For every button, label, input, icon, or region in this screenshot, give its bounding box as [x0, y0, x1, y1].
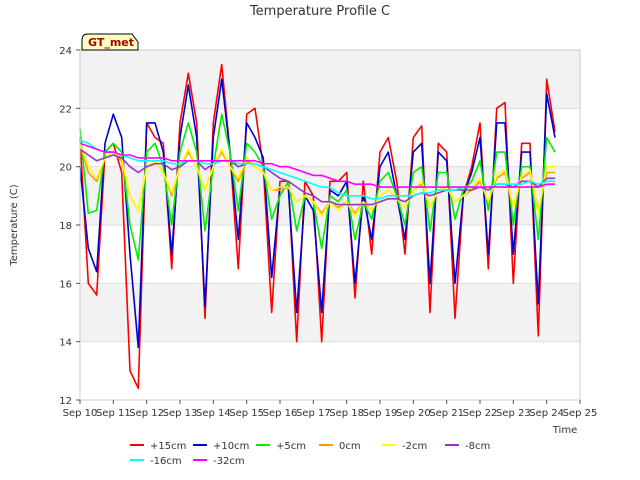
x-tick-label: Sep 25 — [563, 408, 598, 419]
y-axis-ticks: 12 14 16 18 20 22 24 — [59, 46, 80, 407]
plot-band — [80, 341, 580, 400]
series-line — [79, 143, 555, 217]
x-tick-label: Sep 15 — [229, 408, 264, 419]
legend-label: -32cm — [213, 456, 245, 467]
x-axis-label: Time — [552, 425, 577, 436]
y-tick-label: 14 — [59, 338, 72, 349]
plot-band — [80, 283, 580, 342]
legend-label: -16cm — [150, 456, 182, 467]
series-line — [79, 142, 555, 188]
gt-met-badge: GT_met — [81, 33, 139, 51]
y-tick-label: 16 — [59, 279, 72, 290]
x-tick-label: Sep 16 — [263, 408, 298, 419]
legend-label: -8cm — [465, 441, 490, 452]
x-tick-label: Sep 19 — [363, 408, 398, 419]
x-tick-label: Sep 18 — [329, 408, 364, 419]
y-tick-label: 12 — [59, 396, 72, 407]
x-tick-label: Sep 22 — [463, 408, 498, 419]
series-line — [79, 78, 556, 349]
plot-band — [80, 50, 580, 109]
chart-title: Temperature Profile C — [249, 4, 390, 19]
legend: +15cm +10cm +5cm 0cm -2cm -8cm -16cm -32cm — [130, 441, 490, 467]
series-line — [79, 113, 556, 261]
x-tick-label: Sep 10 — [63, 408, 98, 419]
y-tick-label: 24 — [59, 46, 72, 57]
x-tick-label: Sep 11 — [96, 408, 131, 419]
x-tick-label: Sep 23 — [496, 408, 531, 419]
x-tick-label: Sep 17 — [296, 408, 331, 419]
y-tick-label: 18 — [59, 221, 72, 232]
plot-band — [80, 225, 580, 284]
x-tick-label: Sep 12 — [129, 408, 164, 419]
legend-label: +10cm — [213, 441, 249, 452]
legend-label: +15cm — [150, 441, 186, 452]
gt-met-badge-label: GT_met — [88, 36, 134, 49]
legend-label: 0cm — [339, 441, 361, 452]
y-tick-label: 22 — [59, 104, 72, 115]
series-lines — [79, 63, 556, 390]
x-tick-label: Sep 13 — [163, 408, 198, 419]
legend-label: +5cm — [276, 441, 306, 452]
series-line — [79, 148, 555, 206]
legend-label: -2cm — [402, 441, 427, 452]
y-axis-label: Temperature (C) — [9, 184, 20, 266]
x-tick-label: Sep 20 — [396, 408, 431, 419]
y-tick-label: 20 — [59, 163, 72, 174]
x-tick-label: Sep 21 — [429, 408, 464, 419]
x-tick-label: Sep 24 — [529, 408, 564, 419]
x-tick-label: Sep 14 — [196, 408, 231, 419]
